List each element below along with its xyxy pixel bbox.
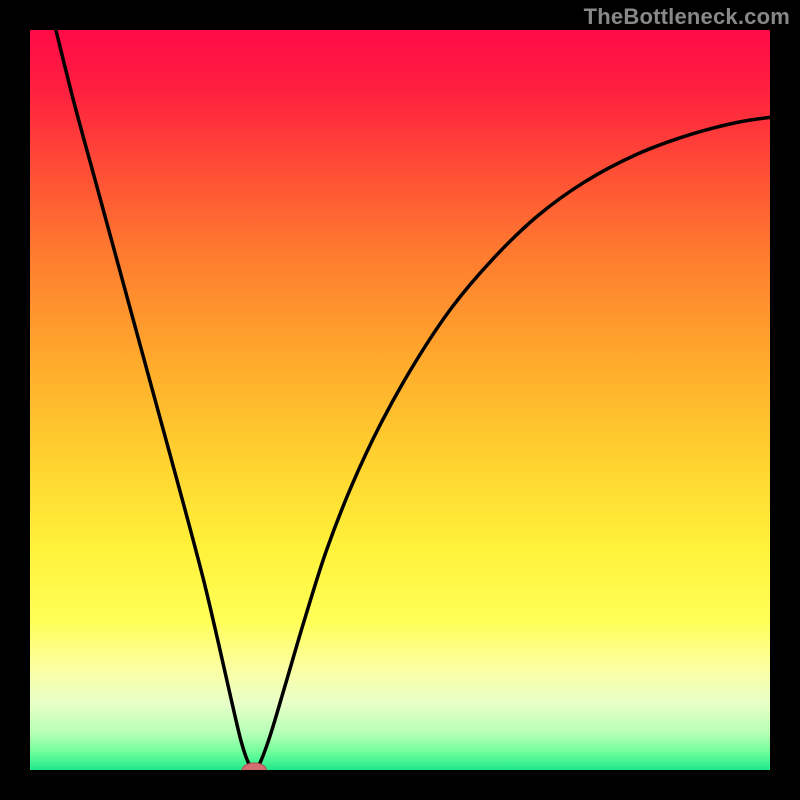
plot-area — [30, 30, 770, 770]
chart-svg — [30, 30, 770, 770]
chart-container: TheBottleneck.com — [0, 0, 800, 800]
watermark-text: TheBottleneck.com — [584, 4, 790, 30]
gradient-background — [30, 30, 770, 770]
